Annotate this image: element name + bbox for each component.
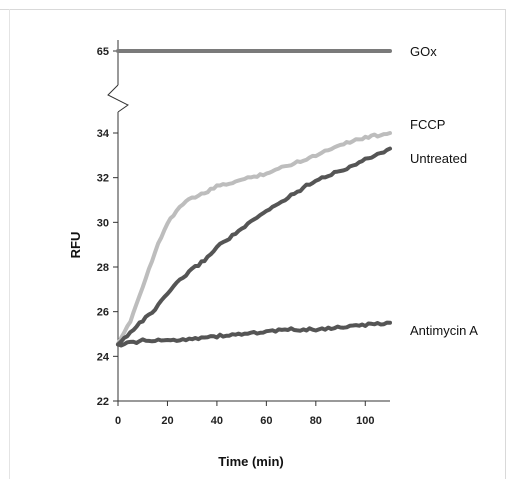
- frame-right-border: [505, 9, 506, 479]
- series-lines: [116, 49, 392, 348]
- x-axis-title: Time (min): [218, 454, 284, 469]
- x-tick-label: 0: [115, 415, 121, 427]
- y-axis-title: RFU: [68, 232, 83, 259]
- y-tick-label: 32: [97, 173, 109, 185]
- frame-left-border: [9, 9, 10, 479]
- y-tick-label: 28: [97, 262, 109, 274]
- y-tick-label: 26: [97, 307, 109, 319]
- y-axis-break: [107, 84, 129, 113]
- x-tick-label: 80: [310, 415, 322, 427]
- y-tick-label: 24: [97, 351, 110, 363]
- series-label-untreated: Untreated: [410, 151, 467, 166]
- series-label-fccp: FCCP: [410, 117, 445, 132]
- series-label-antimycin-a: Antimycin A: [410, 323, 478, 338]
- series-line-antimycin-a: [116, 320, 392, 348]
- series-line-fccp: [116, 131, 392, 346]
- x-tick-label: 100: [356, 415, 374, 427]
- y-break-tick-label: 65: [97, 46, 109, 58]
- frame-top-border: [0, 9, 505, 10]
- series-line-untreated: [116, 146, 392, 347]
- y-tick-label: 30: [97, 217, 109, 229]
- x-tick-label: 20: [161, 415, 173, 427]
- ticks: 22 24 26 28 30 32 34 65 0 20 40 60 80 100: [97, 46, 375, 427]
- axes: [107, 40, 390, 402]
- x-tick-label: 40: [211, 415, 223, 427]
- series-labels: GOx FCCP Untreated Antimycin A: [410, 44, 478, 338]
- y-tick-label: 34: [97, 128, 110, 140]
- series-label-gox: GOx: [410, 44, 437, 59]
- x-tick-label: 60: [260, 415, 272, 427]
- y-tick-label: 22: [97, 396, 109, 408]
